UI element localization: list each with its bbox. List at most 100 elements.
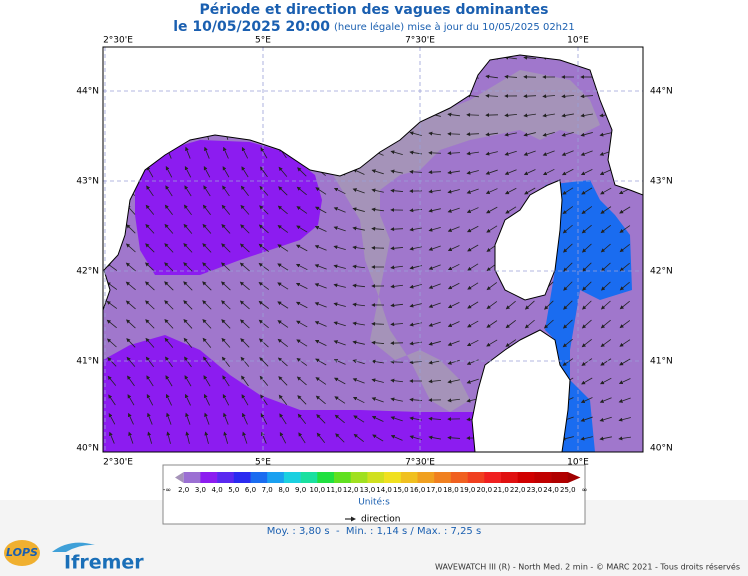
- arrow: [466, 359, 479, 365]
- arrow: [241, 146, 249, 159]
- arrow: [428, 150, 442, 155]
- arrow: [221, 204, 231, 215]
- arrow: [278, 376, 288, 386]
- arrow: [164, 204, 173, 216]
- arrow: [504, 169, 517, 175]
- arrow: [314, 245, 327, 251]
- arrow: [428, 189, 441, 194]
- colorbar-cell: [551, 472, 569, 483]
- ifremer-logo: Ifremer: [52, 542, 144, 574]
- arrow: [562, 206, 574, 215]
- arrow: [352, 378, 365, 384]
- arrow: [599, 436, 612, 441]
- arrow: [315, 358, 327, 366]
- arrow: [202, 300, 212, 310]
- arrow: [561, 168, 574, 176]
- arrow: [505, 300, 516, 310]
- colorbar-cell: [367, 472, 385, 483]
- arrow: [164, 319, 174, 329]
- arrow: [221, 243, 231, 253]
- arrow: [353, 415, 365, 423]
- arrow: [258, 338, 269, 348]
- arrow: [314, 226, 327, 232]
- arrow: [240, 185, 249, 197]
- arrow: [125, 300, 136, 310]
- arrow: [542, 132, 555, 137]
- arrow: [333, 264, 346, 269]
- arrow: [504, 74, 518, 79]
- ifremer-text: Ifremer: [64, 552, 144, 574]
- arrow: [409, 227, 422, 232]
- arrow: [334, 414, 345, 424]
- arrow: [600, 243, 611, 253]
- arrow: [106, 338, 117, 348]
- colorbar-cell: [175, 472, 184, 483]
- lat-label: 40°N: [650, 444, 673, 454]
- arrow: [390, 378, 404, 383]
- colorbar: -∞ 2,0 3,0 4,0 5,0 6,0 7,0 8,0 9,0 10,0 11,0 12,0 13…: [163, 472, 587, 494]
- arrow: [223, 412, 229, 425]
- arrow: [563, 262, 573, 272]
- arrow: [185, 431, 190, 444]
- arrow: [279, 413, 287, 425]
- arrow: [240, 356, 250, 367]
- arrow: [296, 186, 307, 196]
- arrow: [371, 359, 384, 364]
- arrow: [371, 340, 385, 345]
- sea-2-3s: [330, 70, 600, 412]
- arrow: [147, 431, 153, 444]
- colorbar-cell: [384, 472, 402, 483]
- arrow: [600, 225, 611, 234]
- arrow: [485, 188, 498, 194]
- arrow: [466, 207, 479, 213]
- arrow: [561, 131, 574, 137]
- graticule: [103, 47, 643, 452]
- arrow: [524, 187, 536, 195]
- arrow: [185, 412, 191, 425]
- arrow: [221, 223, 231, 234]
- arrow: [581, 224, 592, 234]
- lon-label: 5°E: [255, 36, 271, 46]
- arrow: [333, 187, 346, 195]
- arrow: [258, 281, 270, 290]
- arrow: [466, 151, 479, 156]
- arrow: [390, 246, 404, 251]
- arrow: [523, 94, 537, 99]
- arrow: [582, 281, 592, 291]
- colorbar-cell: [334, 472, 351, 483]
- arrow: [314, 302, 327, 308]
- arrow: [467, 244, 479, 252]
- arrow: [241, 394, 249, 406]
- date: le 10/05/2025 20:00: [173, 19, 330, 35]
- arrow: [562, 187, 574, 195]
- title: Période et direction des vagues dominant…: [200, 2, 549, 18]
- arrow: [619, 281, 630, 291]
- arrow: [580, 436, 593, 441]
- arrow: [447, 170, 460, 175]
- arrow: [240, 224, 250, 234]
- arrow: [277, 338, 288, 347]
- sea-6-7s: [545, 180, 632, 452]
- arrow: [128, 412, 134, 425]
- arrow: [466, 112, 480, 117]
- arrow: [467, 301, 479, 309]
- arrow: [241, 375, 249, 387]
- arrow: [107, 357, 117, 367]
- lon-label: 2°30'E: [103, 36, 133, 46]
- lon-label: 7°30'E: [405, 36, 435, 46]
- unit: Unité:s: [358, 497, 390, 508]
- arrow: [146, 185, 154, 197]
- lon-label: 5°E: [255, 458, 271, 468]
- arrow: [296, 206, 308, 214]
- arrow: [352, 321, 365, 326]
- arrow: [202, 243, 212, 253]
- arrow: [145, 281, 155, 291]
- arrow: [296, 244, 308, 252]
- arrow: [240, 319, 250, 329]
- colorbar-label: 7,0: [262, 486, 273, 494]
- arrow: [183, 318, 193, 329]
- arrow: [524, 300, 535, 310]
- arrow: [239, 300, 250, 310]
- arrow: [428, 264, 441, 270]
